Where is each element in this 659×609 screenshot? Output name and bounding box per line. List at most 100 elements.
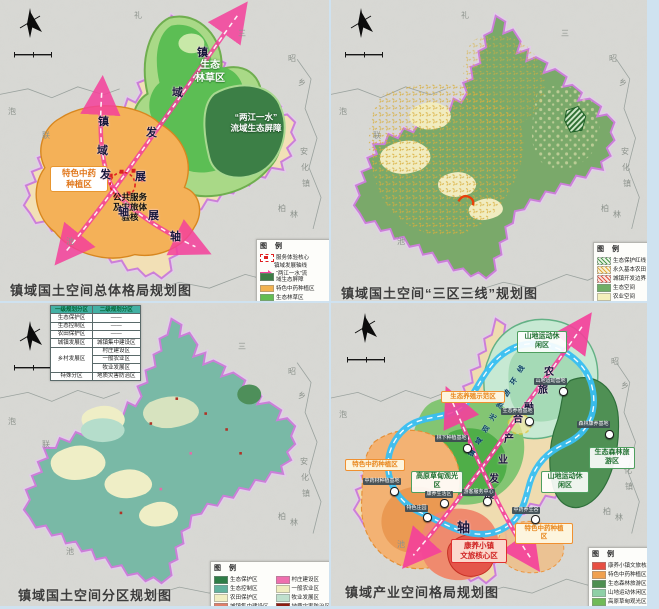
axis-arrow-icon (260, 263, 272, 276)
legend-item: 生态空间 (597, 284, 647, 292)
legend-overall: 图 例 服务体验核心 镇域发展轴线 “两江一水”流 域生态屏障 特色中药种植区 … (256, 239, 329, 301)
map-title-zoning: 镇域国土空间分区规划图 (18, 588, 173, 603)
legend-item: 地质灾害防治区 (275, 603, 329, 606)
legend-item: 高原草甸观光区 (592, 598, 647, 606)
table-cell: 城镇集中建设区 (92, 338, 141, 348)
table-header: 一级规划分区 (49, 304, 94, 315)
neighbor-town-label: 泡 (339, 410, 347, 419)
poi-marker (463, 444, 472, 453)
panel-zoning-map: 一级规划分区 二级规划分区 生态保护区 —— 生态控制区 —— 农田保护区 ——… (0, 303, 329, 606)
neighbor-town-label: 联 (42, 440, 50, 449)
legend-item: 村庄建设区 (275, 576, 330, 584)
poi-label: 康养生活区 (425, 491, 454, 498)
neighbor-town-label: 化 (301, 163, 309, 172)
legend-title: 图 例 (260, 243, 285, 250)
zone-box-grassland: 高原草甸观光 区 (411, 471, 463, 493)
table-cell: —— (92, 313, 141, 323)
scale-bar (14, 359, 54, 377)
legend-three-zones: 图 例 生态保护红线 永久基本农田 城镇开发边界 生态空间 农业空间 城镇空间 (593, 242, 647, 301)
north-compass-icon (353, 312, 381, 350)
legend-item: 特色中药种植区 (260, 284, 328, 293)
neighbor-town-label: 礼 (134, 11, 142, 20)
poi-marker (423, 513, 432, 522)
axis-char: 镇 (98, 116, 109, 128)
poi-marker (525, 417, 534, 426)
legend-item: “两江一水”流 域生态屏障 (260, 271, 328, 284)
legend-title: 图 例 (597, 246, 622, 253)
zone-box-herb-se: 特色中药种植 区 (515, 523, 573, 544)
axis-char: 业 (498, 455, 508, 466)
neighbor-town-label: 池 (397, 237, 405, 246)
map-title-industry: 镇域产业空间格局规划图 (345, 585, 500, 600)
legend-item: 生态森林旅游区 (592, 580, 647, 588)
neighbor-town-label: 镇 (302, 489, 310, 498)
zone-box-forest: 生态森林旅 游区 (589, 447, 635, 469)
axis-char: 镇 (197, 47, 208, 59)
axis-char: 发 (489, 474, 499, 485)
axis-char: 发 (100, 169, 111, 181)
neighbor-town-label: 乡 (298, 78, 306, 87)
poi-label: 森林康养基地 (577, 421, 611, 428)
legend-title: 图 例 (214, 565, 239, 572)
legend-item: 一般农业区 (275, 585, 330, 593)
core-symbol-icon (260, 254, 274, 262)
table-cell: 生态保护区 (49, 313, 94, 323)
neighbor-town-label: 柏 (603, 507, 611, 516)
neighbor-town-label: 安 (300, 147, 308, 156)
poi-marker (605, 430, 614, 439)
table-cell: 一般农业区 (92, 354, 141, 365)
neighbor-town-label: 柏 (601, 204, 609, 213)
neighbor-town-label: 柏 (278, 512, 286, 521)
poi-label: 林下种植基地 (435, 435, 469, 442)
map-title-overall: 镇域国土空间总体格局规划图 (10, 283, 193, 298)
axis-char: 域 (172, 87, 183, 99)
axis-char: 旅 (538, 385, 548, 396)
neighbor-town-label: 池 (66, 547, 74, 556)
axis-char: 轴 (118, 206, 129, 218)
poi-label: 生态养殖基地 (501, 408, 535, 415)
legend-item: 生态控制区 (214, 585, 269, 593)
neighbor-town-label: 联 (373, 131, 381, 140)
table-cell: 城镇发展区 (49, 338, 94, 348)
neighbor-town-label: 三 (238, 342, 246, 351)
axis-char: 展 (135, 171, 146, 183)
table-cell: —— (92, 321, 141, 331)
poi-label: 山地运动营地 (534, 378, 568, 385)
zone-box-core: 康养小镇 文旅核心区 (451, 539, 507, 563)
table-cell: 村庄建设区 (92, 346, 141, 356)
legend-item: 永久基本农田 (597, 266, 647, 274)
table-cell: —— (92, 329, 141, 340)
legend-item: 农田保护区 (214, 594, 269, 602)
neighbor-town-label: 林 (615, 513, 623, 522)
neighbor-town-label: 昭 (609, 54, 617, 63)
neighbor-town-label: 乡 (298, 391, 306, 400)
zone-label-two-rivers: “两江一水” 流域生态屏障 (230, 112, 282, 134)
neighbor-town-label: 联 (42, 131, 50, 140)
legend-zoning: 图 例 生态保护区 生态控制区 农田保护区 城镇集中建设区 村庄建设区 一般农业… (210, 561, 329, 606)
neighbor-town-label: 泡 (8, 107, 16, 116)
axis-char: 产 (504, 434, 514, 445)
axis-char: 域 (97, 145, 108, 157)
legend-item: 服务体验核心 (260, 254, 328, 262)
zone-label-herb: 特色中药 种植区 (50, 166, 108, 193)
overall-map-graphic (0, 0, 329, 301)
poi-marker (390, 487, 399, 496)
neighbor-town-label: 化 (622, 163, 630, 172)
neighbor-town-label: 礼 (461, 11, 469, 20)
table-cell: 地质灾害防治区 (92, 371, 141, 381)
legend-item: 生态林草区 (260, 293, 328, 301)
neighbor-town-label: 镇 (623, 179, 631, 188)
scale-bar (345, 46, 385, 64)
zone-box-herb-west: 特色中药种植区 (345, 459, 405, 472)
neighbor-town-label: 昭 (611, 357, 619, 366)
neighbor-town-label: 柏 (278, 204, 286, 213)
neighbor-town-label: 泡 (339, 107, 347, 116)
poi-marker (531, 515, 540, 524)
neighbor-town-label: 林 (613, 210, 621, 219)
legend-item: 农业空间 (597, 293, 647, 301)
neighbor-town-label: 化 (301, 473, 309, 482)
neighbor-town-label: 泡 (8, 417, 16, 426)
neighbor-town-label: 镇 (625, 482, 633, 491)
neighbor-town-label: 化 (624, 466, 632, 475)
zone-box-mountain-top: 山地运动休 闲区 (517, 331, 567, 353)
